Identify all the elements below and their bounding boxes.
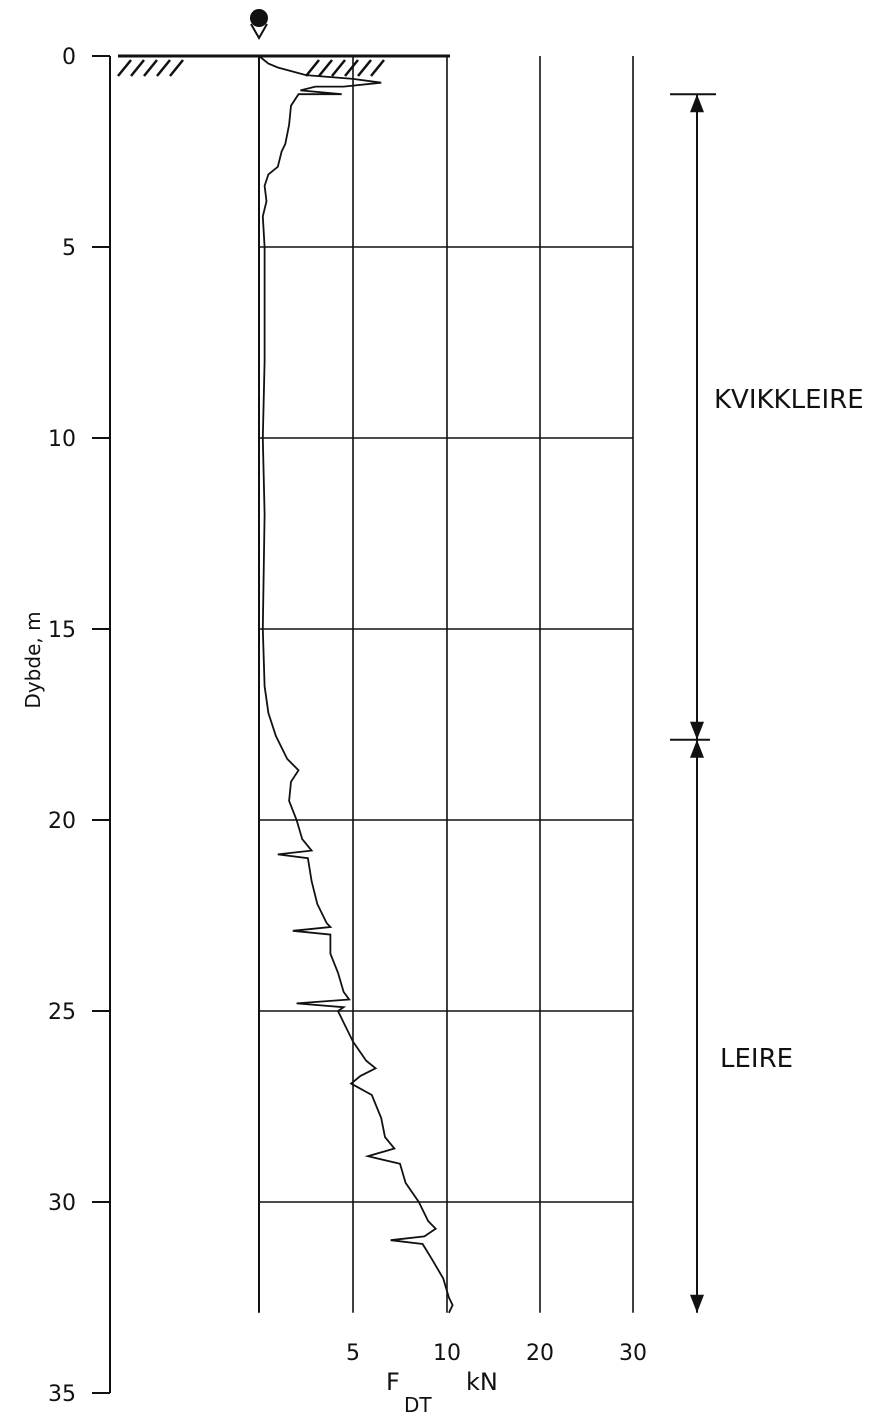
- hatch-mark: [305, 59, 320, 77]
- depth-tick-label: 10: [48, 427, 76, 452]
- depth-tick-label: 0: [62, 45, 76, 70]
- hatch-mark: [331, 59, 346, 77]
- labels: Dybde, m F DT kN KVIKKLEIRE LEIRE: [21, 385, 864, 1417]
- y-axis-label: Dybde, m: [21, 611, 45, 708]
- depth-tick-label: 20: [48, 809, 76, 834]
- grid: 0 5 10 15 20 25 30 35 5 10 20 30: [48, 45, 647, 1407]
- hatch-mark: [130, 59, 145, 77]
- hatch-mark: [344, 59, 359, 77]
- depth-tick-label: 30: [48, 1191, 76, 1216]
- terrain-marker-icon: [250, 9, 268, 41]
- hatch-mark: [143, 59, 158, 77]
- layer-dimension-arrows: [670, 93, 716, 1313]
- ground-surface-hatching: [117, 54, 450, 77]
- sounding-curve: [258, 55, 454, 1314]
- depth-tick-label: 5: [62, 236, 76, 261]
- hatch-mark: [169, 59, 184, 77]
- force-tick-label: 5: [346, 1341, 360, 1366]
- hatch-mark: [156, 59, 171, 77]
- hatch-mark: [357, 59, 372, 77]
- arrow-up-icon: [690, 94, 704, 113]
- arrow-down-icon: [690, 1294, 704, 1313]
- x-axis-label-unit: kN: [466, 1368, 498, 1396]
- depth-tick-label: 35: [48, 1382, 76, 1407]
- x-axis-label-sub: DT: [404, 1393, 432, 1417]
- leire-label: LEIRE: [720, 1044, 793, 1074]
- hatch-mark: [117, 59, 132, 77]
- force-tick-label: 10: [433, 1341, 461, 1366]
- x-axis-label-main: F: [386, 1368, 400, 1396]
- hatch-mark: [318, 59, 333, 77]
- force-tick-label: 30: [619, 1341, 647, 1366]
- force-tick-label: 20: [526, 1341, 554, 1366]
- hatch-mark: [370, 59, 385, 77]
- arrow-down-icon: [690, 721, 704, 740]
- depth-tick-label: 15: [48, 618, 76, 643]
- depth-tick-label: 25: [48, 1000, 76, 1025]
- kvikkleire-label: KVIKKLEIRE: [714, 385, 864, 415]
- arrow-up-icon: [690, 739, 704, 758]
